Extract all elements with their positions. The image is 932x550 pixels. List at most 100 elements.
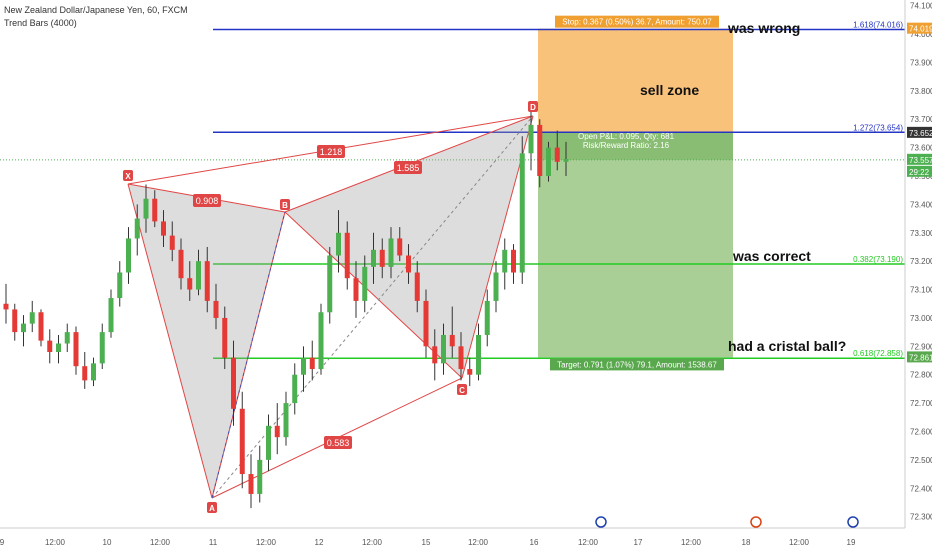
pattern-diagonal <box>211 115 534 499</box>
candle-body <box>99 332 105 364</box>
time-axis-tick: 17 <box>634 538 643 547</box>
fib-level-label: 1.272(73.654) <box>853 123 903 132</box>
countdown-badge: 29:22 <box>909 168 930 177</box>
xab-triangle <box>128 184 285 498</box>
current-price-badge-bg <box>907 153 932 165</box>
candle-body <box>467 369 473 375</box>
symbol-title: New Zealand Dollar/Japanese Yen, 60, FXC… <box>4 5 188 15</box>
candle-body <box>204 261 210 301</box>
target-label-box <box>550 358 724 371</box>
candle-body <box>91 363 96 381</box>
economic-event-icon[interactable] <box>595 516 607 528</box>
time-axis-tick: 12:00 <box>256 538 277 547</box>
candle-body <box>152 198 158 222</box>
current-price-badge: 73.557 <box>909 156 932 165</box>
pattern-point-badge <box>457 384 467 395</box>
candle-body <box>362 266 368 301</box>
candle-body <box>108 298 114 333</box>
candle-body <box>423 300 429 347</box>
candle-body <box>344 232 350 279</box>
pattern-point-a: A <box>209 504 215 513</box>
was-wrong-annotation: was wrong <box>728 20 801 36</box>
price-axis-tick: 73.600 <box>910 144 932 153</box>
price-axis-tick: 73.100 <box>910 286 932 295</box>
sell-zone-annotation: sell zone <box>640 82 700 98</box>
pattern-ratio-box <box>317 145 345 158</box>
price-axis-tick: 72.500 <box>910 456 932 465</box>
candle-body <box>353 278 359 301</box>
candle-body <box>309 357 315 370</box>
candle-body <box>73 332 79 367</box>
pattern-ratio-box <box>394 161 422 174</box>
candle-body <box>143 198 149 219</box>
pattern-point-d: D <box>530 103 536 112</box>
pattern-point-badge <box>528 101 538 112</box>
candle-body <box>458 346 464 370</box>
price-axis-tick: 72.800 <box>910 371 932 380</box>
open-pnl-label: Open P&L: 0.095, Qty: 681 <box>578 132 675 141</box>
candle-body <box>169 235 175 250</box>
candle-body <box>554 147 560 162</box>
pattern-ab-guide <box>211 211 286 499</box>
candle-body <box>196 261 201 290</box>
time-axis-tick: 18 <box>742 538 751 547</box>
time-axis-tick: 12:00 <box>150 538 171 547</box>
candle-body <box>546 147 551 176</box>
candle-body <box>231 357 236 409</box>
candle-body <box>3 303 9 310</box>
candle-body <box>336 232 341 256</box>
candle-body <box>318 312 324 370</box>
entry-price-badge-bg <box>907 126 932 138</box>
economic-event-icon[interactable] <box>750 516 762 528</box>
stop-label-box <box>555 15 719 28</box>
candle-body <box>213 300 219 318</box>
time-axis-tick: 9 <box>0 538 5 547</box>
time-axis-tick: 12 <box>315 538 324 547</box>
time-axis-tick: 16 <box>530 538 539 547</box>
economic-event-icon[interactable] <box>847 516 859 528</box>
price-axis-tick: 72.900 <box>910 342 932 351</box>
candle-body <box>29 312 35 324</box>
indicator-label[interactable]: Trend Bars (4000) <box>4 18 77 28</box>
candle-body <box>12 309 18 333</box>
time-axis-tick: 12:00 <box>789 538 810 547</box>
candle-body <box>441 334 446 364</box>
countdown-badge-bg <box>907 165 932 177</box>
time-axis-tick: 12:00 <box>578 538 599 547</box>
candle-body <box>327 255 333 313</box>
price-axis-tick: 73.200 <box>910 257 932 266</box>
pattern-point-c: C <box>459 386 465 395</box>
pattern-leg <box>127 183 213 499</box>
fib-level-label: 0.618(72.858) <box>853 349 903 358</box>
time-axis-tick: 11 <box>209 538 218 547</box>
candle-body <box>449 334 455 347</box>
candle-body <box>511 249 516 273</box>
target-price-badge: 72.861 <box>909 353 932 362</box>
pattern-ratio-label: 0.583 <box>327 438 350 448</box>
pattern-point-x: X <box>125 172 131 181</box>
top-price-badge: 74.019 <box>909 25 932 34</box>
price-axis-tick: 73.300 <box>910 229 932 238</box>
open-pnl-zone <box>538 132 733 160</box>
candle-body <box>56 343 61 352</box>
candle-body <box>82 366 88 381</box>
time-axis-tick: 12:00 <box>468 538 489 547</box>
candle-body <box>266 425 271 460</box>
candle-body <box>301 357 306 375</box>
candle-body <box>484 300 490 335</box>
candle-body <box>161 221 166 236</box>
price-axis-tick: 74.100 <box>910 2 932 11</box>
candle-body <box>134 218 140 239</box>
candle-body <box>178 249 184 279</box>
candle-body <box>537 124 543 176</box>
candle-body <box>38 312 44 341</box>
candle-body <box>64 332 70 344</box>
time-axis-tick: 12:00 <box>681 538 702 547</box>
pattern-ratio-label: 0.908 <box>196 196 219 206</box>
time-axis-tick: 15 <box>422 538 431 547</box>
was-correct-annotation: was correct <box>733 248 811 264</box>
price-axis-tick: 73.000 <box>910 314 932 323</box>
sell-zone-box[interactable] <box>538 28 733 133</box>
profit-zone-box[interactable] <box>538 132 733 358</box>
